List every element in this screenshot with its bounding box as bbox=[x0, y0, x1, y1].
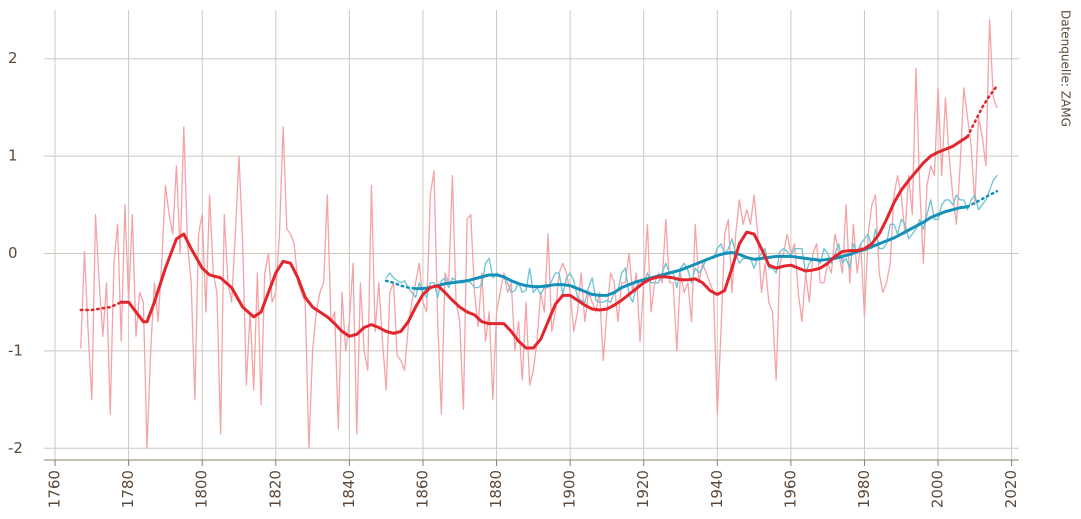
x-tick-label: 1800 bbox=[193, 470, 211, 508]
data-line bbox=[79, 300, 123, 312]
source-note: Datenquelle: ZAMG bbox=[1059, 10, 1073, 127]
y-tick-label: 2 bbox=[8, 49, 18, 67]
x-tick-label: 1780 bbox=[119, 470, 137, 508]
data-line bbox=[966, 84, 999, 138]
x-tick-label: 1980 bbox=[855, 470, 873, 508]
x-tick-label: 2020 bbox=[1002, 470, 1020, 508]
data-line bbox=[385, 174, 998, 303]
x-tick-label: 2000 bbox=[929, 470, 947, 508]
y-tick-label: -2 bbox=[8, 439, 23, 457]
y-tick-label: 1 bbox=[8, 147, 18, 165]
x-tick-label: 1860 bbox=[413, 470, 431, 508]
x-tick-label: 1920 bbox=[634, 470, 652, 508]
x-tick-label: 1880 bbox=[487, 470, 505, 508]
x-tick-label: 1760 bbox=[46, 470, 64, 508]
x-tick-label: 1820 bbox=[266, 470, 284, 508]
data-line bbox=[119, 135, 969, 350]
data-line bbox=[414, 205, 969, 297]
x-tick-label: 1940 bbox=[708, 470, 726, 508]
x-tick-label: 1900 bbox=[561, 470, 579, 508]
y-tick-label: -1 bbox=[8, 341, 23, 359]
data-line bbox=[966, 189, 999, 208]
data-line bbox=[384, 279, 417, 290]
data-line bbox=[80, 19, 998, 449]
x-tick-label: 1960 bbox=[781, 470, 799, 508]
y-tick-label: 0 bbox=[8, 244, 18, 262]
x-tick-label: 1840 bbox=[340, 470, 358, 508]
